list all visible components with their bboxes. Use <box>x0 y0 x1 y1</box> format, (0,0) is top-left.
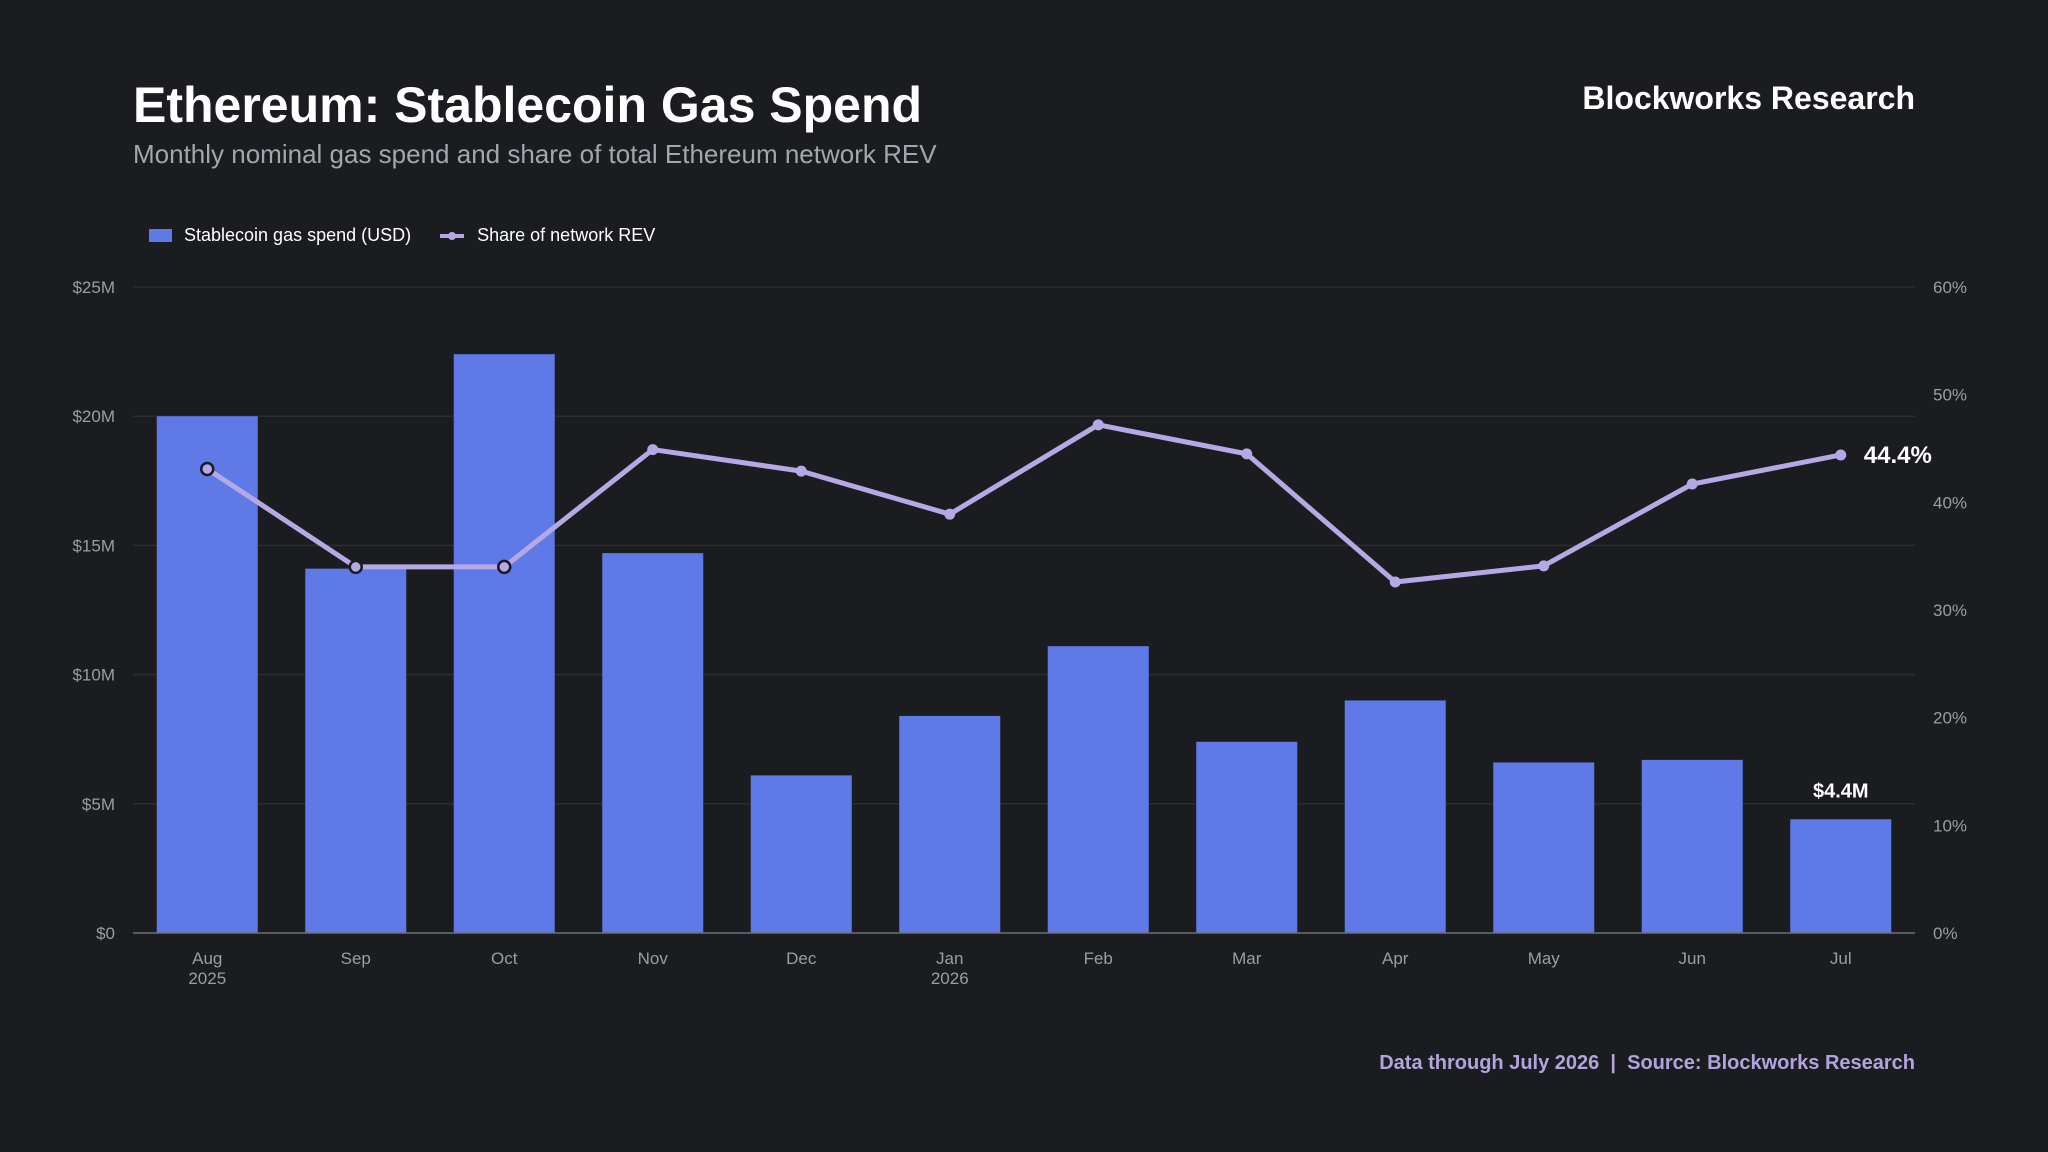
x-tick-label: Nov <box>638 949 669 968</box>
line-point <box>1241 448 1253 460</box>
y-left-tick-label: $0 <box>96 924 115 943</box>
bar <box>1196 741 1298 933</box>
y-left-tick-label: $10M <box>72 666 115 685</box>
legend-bar-swatch <box>149 229 172 242</box>
x-tick-label: Aug <box>192 949 222 968</box>
y-left-tick-label: $5M <box>82 795 115 814</box>
x-tick-label: Feb <box>1084 949 1113 968</box>
x-tick-label: Oct <box>491 949 518 968</box>
brand-logo-text: Blockworks Research <box>1582 80 1915 116</box>
x-tick-label: Dec <box>786 949 817 968</box>
legend-item-line: Share of network REV <box>439 225 655 246</box>
x-tick-label: Jul <box>1830 949 1852 968</box>
bar <box>899 715 1001 933</box>
bar <box>1790 819 1892 933</box>
line-point <box>1389 576 1401 588</box>
y-right-tick-label: 50% <box>1933 386 1967 405</box>
chart-legend: Stablecoin gas spend (USD) Share of netw… <box>149 225 655 246</box>
bar <box>305 568 407 933</box>
bar <box>453 354 555 934</box>
x-tick-label: 2026 <box>931 969 969 988</box>
x-tick-label: Jan <box>936 949 963 968</box>
line-point <box>1538 560 1550 572</box>
legend-label-bars: Stablecoin gas spend (USD) <box>184 225 412 245</box>
line-point <box>1835 449 1847 461</box>
last-line-label: 44.4% <box>1864 442 1932 469</box>
bar <box>1344 700 1446 933</box>
line-point <box>497 559 512 575</box>
x-tick-label: Sep <box>341 949 371 968</box>
bar <box>1641 759 1743 933</box>
line-point <box>647 444 659 456</box>
bar <box>750 775 852 933</box>
bar <box>1047 646 1149 933</box>
bar <box>602 553 704 933</box>
y-right-tick-label: 0% <box>1933 924 1958 943</box>
y-right-tick-label: 30% <box>1933 601 1967 620</box>
x-tick-label: Apr <box>1382 949 1409 968</box>
source-footer: Data through July 2026 | Source: Blockwo… <box>1379 1052 1915 1074</box>
x-tick-label: Mar <box>1232 949 1262 968</box>
line-point <box>944 508 956 520</box>
y-right-tick-label: 40% <box>1933 493 1967 512</box>
y-right-tick-label: 60% <box>1933 278 1967 297</box>
legend-label-line: Share of network REV <box>477 225 656 245</box>
y-right-tick-label: 20% <box>1933 709 1967 728</box>
y-left-tick-label: $15M <box>72 536 115 555</box>
line-point <box>200 461 215 477</box>
bar <box>156 416 258 933</box>
y-right-tick-label: 10% <box>1933 816 1967 835</box>
last-bar-label: $4.4M <box>1813 780 1869 802</box>
y-left-tick-label: $20M <box>72 407 115 426</box>
line-point <box>1686 478 1698 490</box>
line-point <box>795 465 807 477</box>
x-tick-label: May <box>1528 949 1561 968</box>
y-left-tick-label: $25M <box>72 278 115 297</box>
bar <box>1493 762 1595 933</box>
x-tick-label: Jun <box>1679 949 1706 968</box>
share-line <box>204 422 1844 585</box>
line-point <box>348 559 363 575</box>
line-point <box>1092 419 1104 431</box>
legend-item-bars: Stablecoin gas spend (USD) <box>149 225 411 246</box>
legend-line-swatch <box>440 231 465 240</box>
chart-subtitle: Monthly nominal gas spend and share of t… <box>133 139 937 169</box>
chart-title: Ethereum: Stablecoin Gas Spend <box>133 77 923 133</box>
x-tick-label: 2025 <box>188 969 226 988</box>
